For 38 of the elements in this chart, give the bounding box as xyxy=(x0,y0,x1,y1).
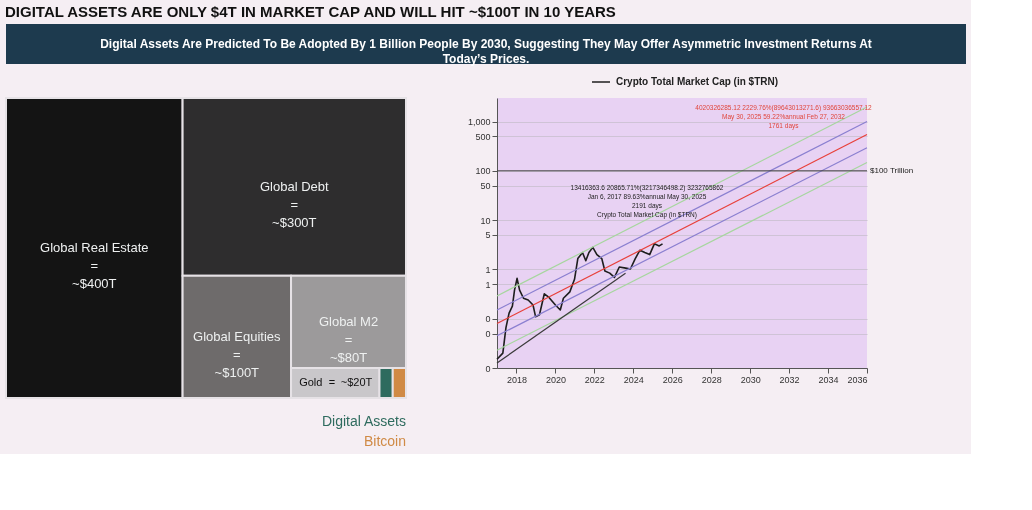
category-label: Global Debt xyxy=(259,178,330,194)
y-tick-label: 0 xyxy=(485,363,491,374)
y-tick-label: 500 xyxy=(475,131,491,142)
legend-label: Crypto Total Market Cap (in $TRN) xyxy=(616,76,779,87)
x-tick-label: 2020 xyxy=(545,374,566,385)
category-label: Gold xyxy=(299,376,323,389)
x-tick-label: 2032 xyxy=(779,374,800,385)
data-label: = ~$400T xyxy=(72,258,117,291)
text: Digital Assets Are Predicted To Be Adopted By 1 Billion People By 2030, Suggesting They May Offer Asymmetric Investment Returns At Today’s Prices. xyxy=(100,37,872,66)
x-tick-label: 2018 xyxy=(506,374,527,385)
data-label: = ~$300T xyxy=(272,196,317,230)
ref-line-label: $100 Trillion xyxy=(870,165,914,175)
data-label: = ~$100T xyxy=(214,346,260,380)
x-tick-label: 2024 xyxy=(623,374,644,385)
data-label: = ~$20T xyxy=(328,376,373,389)
y-tick-label: 1 xyxy=(485,279,491,290)
category-label: Global Real Estate xyxy=(40,240,149,255)
category-label: Global Equities xyxy=(193,328,282,344)
y-tick-label: 1 xyxy=(485,264,491,275)
x-tick-label: 2026 xyxy=(662,374,683,385)
y-tick-label: 10 xyxy=(480,215,491,226)
x-tick-label: 2030 xyxy=(740,374,761,385)
data-label: = ~$80T xyxy=(329,331,368,365)
x-tick-label: 2028 xyxy=(701,374,722,385)
y-tick-label: 50 xyxy=(480,181,491,192)
x-tick-label: 2034 xyxy=(818,374,839,385)
category-label: Bitcoin xyxy=(363,433,406,449)
category-label: Global M2 xyxy=(318,313,379,329)
text: DIGITAL ASSETS ARE ONLY $4T IN MARKET CAP AND WILL HIT ~$100T IN 10 YEARS xyxy=(5,3,616,20)
y-tick-label: 5 xyxy=(485,230,491,241)
x-tick-label: 2022 xyxy=(584,374,605,385)
x-tick-label: 2036 xyxy=(847,374,868,385)
y-tick-label: 100 xyxy=(475,166,491,177)
category-label: Digital Assets xyxy=(321,413,406,429)
y-tick-label: 0 xyxy=(485,314,491,325)
y-tick-label: 0 xyxy=(485,329,491,340)
y-tick-label: 1,000 xyxy=(467,117,491,128)
line-series xyxy=(496,243,664,361)
